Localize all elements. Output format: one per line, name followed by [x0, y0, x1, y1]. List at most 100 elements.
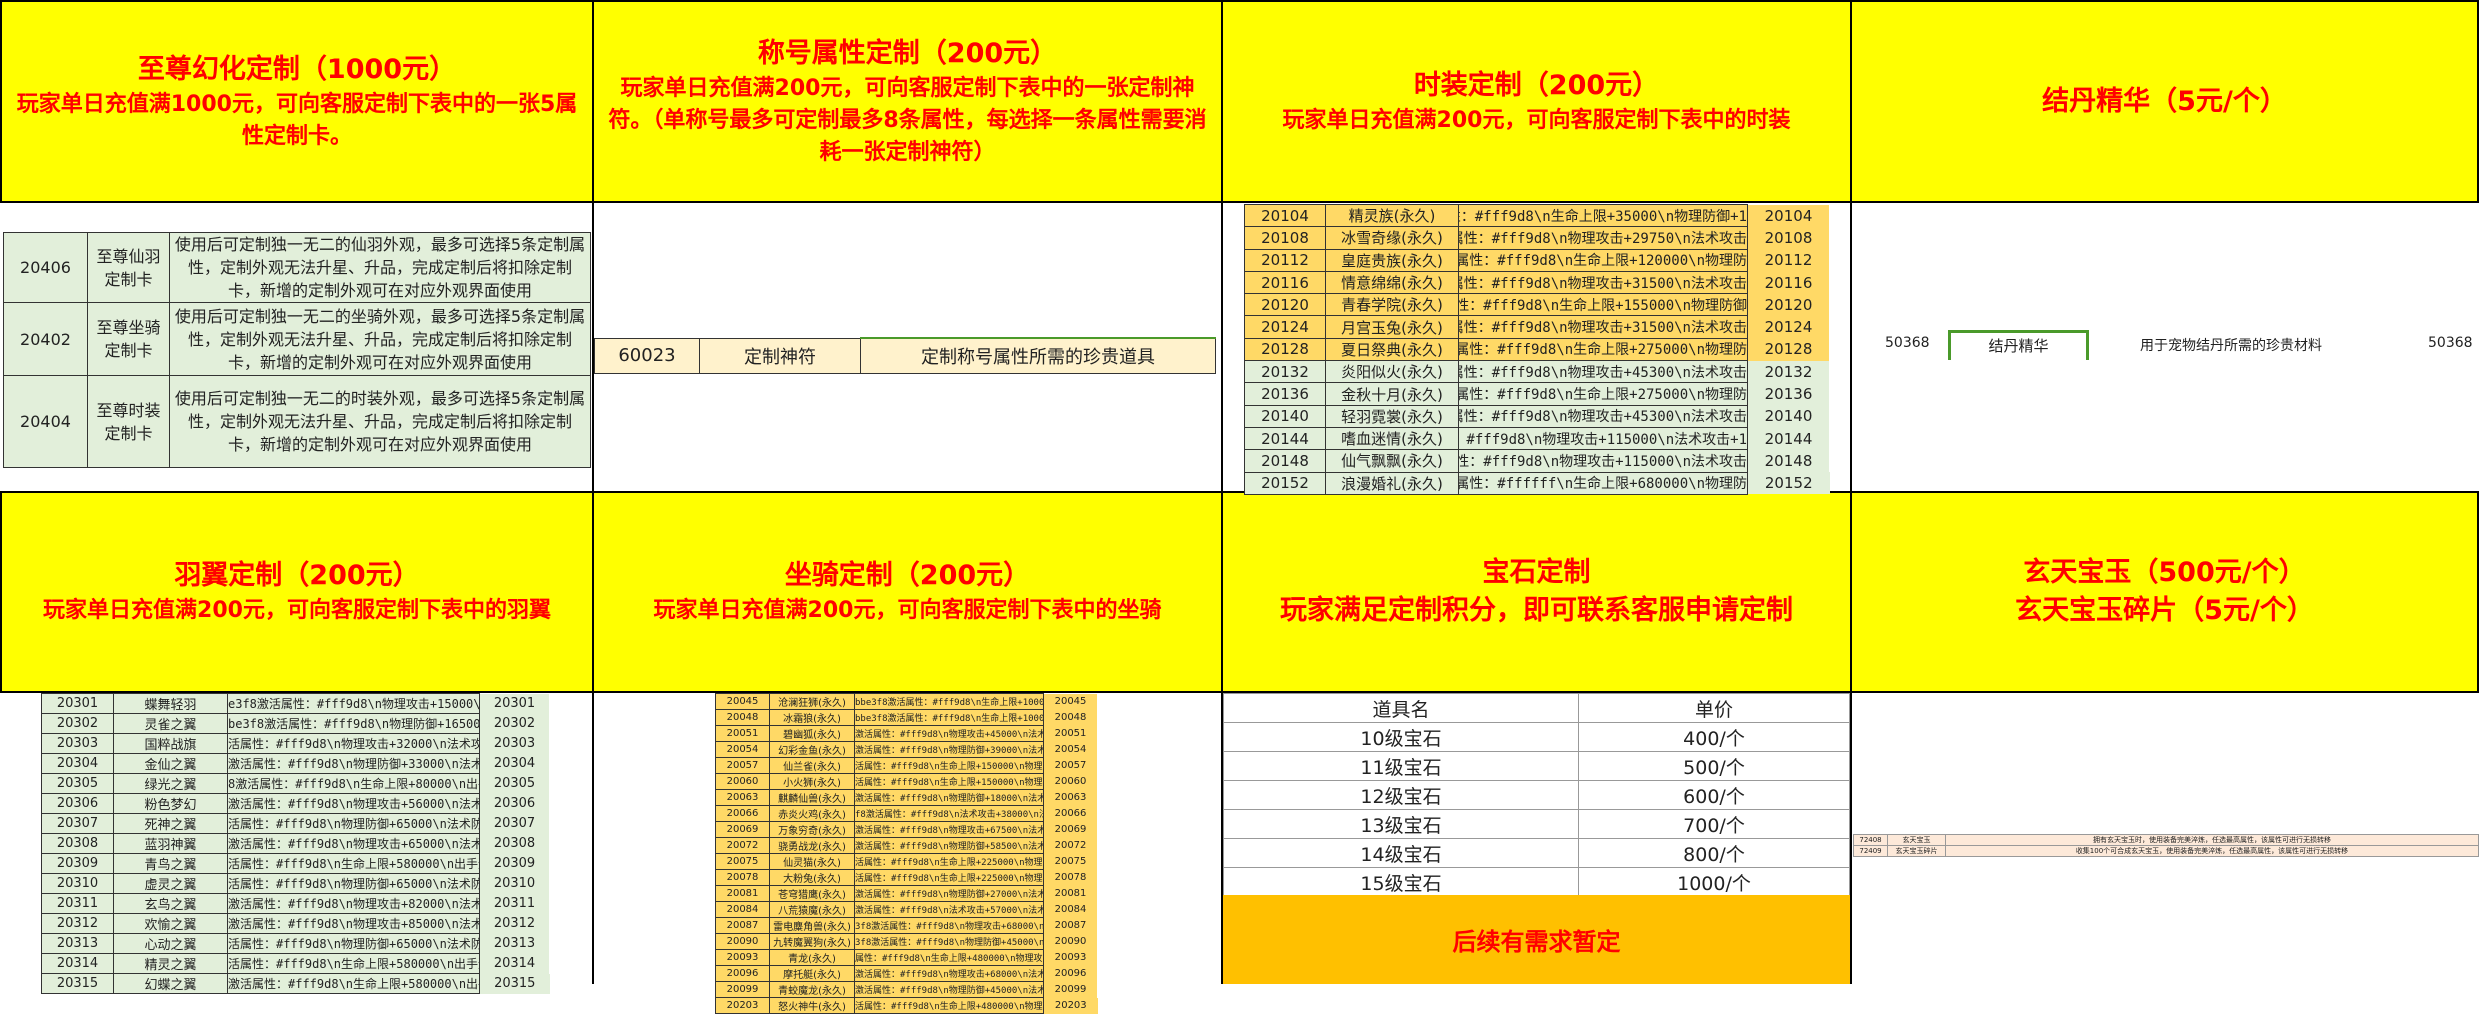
item-attr: 活属性：#fff9d8\n物理攻击+31500\n法术攻击+: [1458, 315, 1748, 339]
item-id: 20104: [1244, 203, 1326, 228]
item-attr: 活属性：#fff9d8\n物理防御+65000\n法术防御+6: [227, 933, 480, 954]
item-desc: 收集100个可合成玄天宝玉，使用装备完美淬炼，任选最高属性，该属性可进行无损转移: [1945, 845, 2479, 857]
item-id: 20309: [41, 853, 114, 874]
mounts-table: 20045 沧澜狂狮(永久) bbe3f8激活属性：#fff9d8\n生命上限+10…: [715, 693, 1098, 1014]
item-id: 20075: [715, 853, 770, 870]
item-attr: 激活属性：#fff9d8\n物理防御+27000\n法术防御: [854, 885, 1044, 902]
item-id: 20048: [715, 709, 770, 726]
table-row: 20203 怒火神牛(永久) 活属性：#fff9d8\n生命上限+480000\n物…: [715, 997, 1098, 1014]
item-id: 20301: [41, 693, 114, 714]
item-name: 麒麟仙兽(永久): [769, 789, 855, 806]
table-row: 20312 欢愉之翼 激活属性：#fff9d8\n物理攻击+85000\n法术攻击 2…: [41, 913, 550, 934]
item-name: 虚灵之翼: [113, 873, 228, 894]
item-id: 20124: [1244, 315, 1326, 339]
gem-name: 15级宝石: [1223, 867, 1579, 897]
item-id-right: 20128: [1747, 338, 1830, 361]
rune-table: 60023 定制神符 定制称号属性所需的珍贵道具: [594, 337, 1216, 374]
item-id: 20140: [1244, 404, 1326, 428]
item-name: 皇庭贵族(永久): [1325, 248, 1459, 272]
item-id: 20305: [41, 773, 114, 794]
gem-price-table: 道具名 单价 10级宝石 400/个 11级宝石 500/个 12级宝石 600/个 13级宝石…: [1223, 693, 1850, 897]
item-id: 20057: [715, 757, 770, 774]
gem-name: 10级宝石: [1223, 722, 1579, 752]
card-id: 20402: [3, 302, 88, 376]
jiedan-desc: 用于宠物结丹所需的珍贵材料: [2140, 338, 2322, 354]
table-row: 20136 金秋十月(永久) 激活属性：#fff9d8\n生命上限+275000\n…: [1244, 382, 1830, 406]
item-name: 怒火神牛(永久): [769, 997, 855, 1014]
item-attr: 激活属性：#fff9d8\n物理攻击+68000\n法术攻击: [854, 965, 1044, 982]
item-id-right: 20116: [1747, 271, 1830, 294]
table-row: 20309青鸟之翼活属性：#fff9d8\n生命上限+580000\n出手速度+…: [41, 853, 550, 874]
item-attr: 属性：#fff9d8\n生命上限+35000\n物理防御+1: [1458, 203, 1748, 228]
item-id-right: 20152: [1747, 472, 1830, 495]
item-id: 20090: [715, 933, 770, 950]
desc: 玩家单日充值满200元，可向客服定制下表中的坐骑: [653, 598, 1162, 623]
jiedan-name[interactable]: 结丹精华: [1948, 330, 2089, 360]
table-row: 20087 雷电麋角兽(永久) 3f8激活属性：#fff9d8\n物理攻击+6800…: [715, 917, 1098, 934]
table-row: 13级宝石 700/个: [1223, 809, 1850, 839]
item-id-right: 20148: [1747, 449, 1830, 473]
table-row: 20078 大粉兔(永久) 活属性：#fff9d8\n生命上限+225000\n物理…: [715, 869, 1098, 886]
item-id-right: 20081: [1043, 885, 1098, 902]
table-row: 20120 青春学院(永久) 活属性：#fff9d8\n生命上限+155000\n物…: [1244, 293, 1830, 317]
table-row: 12级宝石 600/个: [1223, 780, 1850, 810]
table-row: 20048 冰霜狼(永久) bbe3f8激活属性：#fff9d8\n生命上限+100…: [715, 709, 1098, 726]
item-id-right: 20096: [1043, 965, 1098, 982]
item-attr: 激活属性：#fff9d8\n物理防御+33000\n法术防: [227, 753, 480, 774]
item-id: 60023: [594, 337, 700, 374]
card-name: 至尊时装定制卡: [87, 375, 170, 468]
gem-name: 11级宝石: [1223, 751, 1579, 781]
item-id-right: 20124: [1747, 315, 1830, 339]
item-attr: 激活属性：#fff9d8\n物理防御+58500\n法术防御: [854, 837, 1044, 854]
item-attr: 激活属性：#ffffff\n生命上限+680000\n物理防: [1458, 471, 1748, 495]
item-id: 20093: [715, 949, 770, 966]
item-id-right: 20112: [1747, 249, 1830, 272]
item-attr: 激活属性：#fff9d8\n物理防御+18000\n法术防御: [854, 789, 1044, 806]
wings-table: 20301 蝶舞轻羽 e3f8激活属性：#fff9d8\n物理攻击+15000\n法…: [41, 693, 550, 994]
gem-price: 800/个: [1578, 838, 1850, 868]
item-name: 万象穷奇(永久): [769, 821, 855, 838]
item-name: 金仙之翼: [113, 753, 228, 774]
table-row: 20311 玄鸟之翼 激活属性：#fff9d8\n物理攻击+82000\n法术攻击 2…: [41, 893, 550, 914]
item-name: 九转魔翼狗(永久): [769, 933, 855, 950]
title: 羽翼定制（200元）: [174, 560, 420, 591]
item-id: 20313: [41, 933, 114, 954]
item-id-right: 20075: [1043, 853, 1098, 870]
table-row: 15级宝石 1000/个: [1223, 867, 1850, 897]
card-desc: 使用后可定制独一无二的仙羽外观，最多可选择5条定制属性，定制外观无法升星、升品，…: [169, 232, 591, 303]
card-name: 至尊坐骑定制卡: [87, 302, 170, 376]
item-attr: 活属性：#fff9d8\n物理攻击+45300\n法术攻击+: [1458, 404, 1748, 428]
item-name: 夏日祭典(永久): [1325, 337, 1459, 362]
item-attr: 活属性：#fff9d8\n物理攻击+29750\n法术攻击: [1458, 226, 1748, 250]
table-row: 20057 仙兰雀(永久) 活属性：#fff9d8\n生命上限+150000\n物理…: [715, 757, 1098, 774]
item-name: 玄天宝玉碎片: [1887, 845, 1946, 857]
item-id: 20063: [715, 789, 770, 806]
gem-price: 单价: [1578, 693, 1850, 723]
item-id-right: 20310: [479, 873, 550, 894]
desc: 玩家单日充值满200元，可向客服定制下表中的一张定制神符。（单称号最多可定制最多…: [608, 75, 1207, 165]
item-name: 精灵之翼: [113, 953, 228, 974]
item-attr: 活属性：#fff9d8\n物理防御+65000\n法术防御+6: [227, 873, 480, 894]
item-name: 嗜血迷情(永久): [1325, 426, 1459, 451]
item-attr: 激活属性：#fff9d8\n生命上限+275000\n物理防: [1458, 337, 1748, 362]
item-name: 欢愉之翼: [113, 913, 228, 934]
item-attr: be3f8激活属性：#fff9d8\n物理防御+16500\n法: [227, 713, 480, 734]
item-id-right: 20093: [1043, 949, 1098, 966]
item-name: 精灵族(永久): [1325, 203, 1459, 228]
item-id-right: 20305: [479, 773, 550, 794]
table-row: 20112 皇庭贵族(永久) 激活属性：#fff9d8\n生命上限+120000\n…: [1244, 248, 1830, 272]
item-id: 72409: [1853, 845, 1888, 857]
item-attr: f8激活属性：#fff9d8\n法术攻击+38000\n法术: [854, 805, 1044, 822]
item-desc: 拥有玄天宝玉时，使用装备完美淬炼，任选最高属性，该属性可进行无损转移: [1945, 834, 2479, 846]
divider: [1221, 0, 1223, 984]
item-name: 骁勇战龙(永久): [769, 837, 855, 854]
desc: 玩家满足定制积分，即可联系客服申请定制: [1280, 595, 1793, 626]
item-id-right: 20084: [1043, 901, 1098, 918]
xuantian-table: 72408 玄天宝玉 拥有玄天宝玉时，使用装备完美淬炼，任选最高属性，该属性可进行无…: [1853, 834, 2479, 857]
header-supreme: 至尊幻化定制（1000元） 玩家单日充值满1000元，可向客服定制下表中的一张5属…: [0, 0, 594, 203]
item-name: 心动之翼: [113, 933, 228, 954]
item-id: 20314: [41, 953, 114, 974]
item-id: 20304: [41, 753, 114, 774]
item-name: 幻彩金鱼(永久): [769, 741, 855, 758]
item-id-right: 20108: [1747, 226, 1830, 250]
